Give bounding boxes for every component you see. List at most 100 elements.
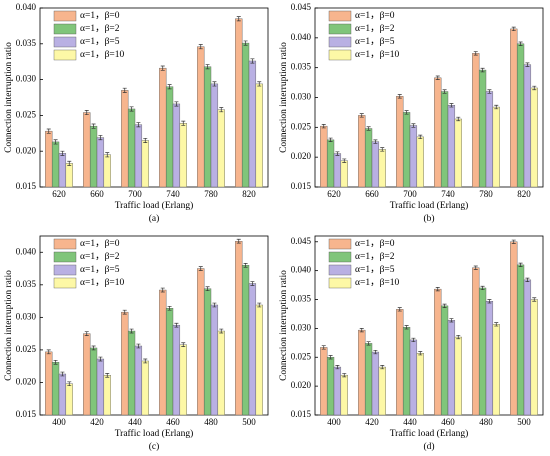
y-tick-label: 0.030 — [291, 92, 312, 102]
x-tick-label: 620 — [327, 189, 341, 199]
x-axis-label: Traffic load (Erlang) — [390, 428, 469, 439]
error-bar — [335, 364, 340, 370]
bar — [472, 53, 480, 188]
bar — [523, 64, 532, 188]
bar — [485, 301, 494, 416]
error-bar — [473, 265, 478, 270]
error-bar — [91, 345, 96, 351]
x-tick-label: 620 — [52, 189, 66, 199]
caption: (a) — [149, 213, 160, 224]
error-bar — [46, 349, 51, 355]
caption: (b) — [423, 213, 434, 224]
legend-swatch — [53, 23, 77, 35]
bar — [255, 83, 263, 188]
bar — [134, 345, 143, 416]
caption: (d) — [423, 441, 434, 452]
error-bar — [397, 94, 402, 99]
error-bar — [404, 325, 409, 330]
legend-label: α=1，β=0 — [355, 11, 395, 21]
bar — [478, 69, 487, 188]
error-bar — [532, 85, 537, 91]
error-bar — [105, 372, 110, 378]
x-tick-label: 420 — [365, 417, 379, 427]
bar — [127, 330, 136, 416]
y-axis-label: Connection interruption ratio — [4, 270, 14, 381]
bar — [320, 347, 328, 416]
subplot: 0.015 0.020 0.025 0.030 0.035 0.040 400 420 440 4… — [4, 235, 269, 452]
bar — [203, 66, 212, 188]
error-bar — [342, 158, 347, 163]
error-bar — [167, 305, 172, 311]
legend-label: α=1，β=2 — [355, 24, 395, 34]
error-bar — [456, 116, 461, 122]
bar — [65, 383, 73, 416]
error-bar — [373, 349, 378, 355]
caption: (c) — [149, 441, 160, 452]
error-bar — [219, 107, 224, 113]
bar — [364, 343, 373, 416]
error-bar — [167, 84, 172, 90]
x-tick-label: 440 — [403, 417, 417, 427]
bar — [434, 77, 442, 188]
subplot: 0.015 0.020 0.025 0.030 0.035 0.040 620 660 700 7… — [4, 2, 269, 224]
error-bar — [129, 106, 134, 112]
y-tick-label: 0.040 — [291, 32, 312, 42]
error-bar — [243, 262, 248, 268]
legend-label: α=1，β=2 — [355, 252, 395, 262]
error-bar — [473, 51, 478, 56]
legend-swatch — [53, 49, 77, 61]
error-bar — [243, 40, 248, 46]
error-bar — [321, 345, 326, 350]
bar — [134, 124, 143, 188]
y-tick-label: 0.015 — [16, 181, 37, 191]
legend-label: α=1，β=0 — [355, 239, 395, 249]
bar — [409, 339, 418, 416]
y-tick-label: 0.020 — [291, 380, 312, 390]
error-bar — [518, 41, 523, 46]
bar — [51, 362, 60, 416]
legend-swatch — [328, 264, 352, 276]
error-bar — [435, 287, 440, 292]
bar — [402, 327, 411, 416]
legend-label: α=1，β=5 — [80, 265, 120, 275]
y-tick-label: 0.040 — [16, 246, 37, 256]
y-tick-label: 0.030 — [16, 311, 37, 321]
legend-label: α=1，β=10 — [80, 50, 125, 60]
bar — [58, 373, 67, 416]
y-tick-label: 0.035 — [291, 62, 312, 72]
y-axis-label: Connection interruption ratio — [4, 42, 14, 153]
y-tick-label: 0.015 — [291, 181, 312, 191]
plot-frame — [314, 7, 544, 188]
bar — [83, 333, 91, 416]
x-tick-label: 460 — [441, 417, 455, 427]
bar — [371, 141, 380, 188]
error-bar — [98, 356, 103, 362]
y-tick-label: 0.025 — [291, 121, 312, 131]
x-tick-label: 780 — [204, 189, 218, 199]
error-bar — [511, 239, 516, 244]
bar — [454, 118, 462, 188]
legend-swatch — [328, 10, 352, 22]
legend-label: α=1，β=10 — [355, 50, 400, 60]
error-bar — [236, 16, 241, 22]
error-bar — [435, 75, 440, 80]
legend-swatch — [53, 238, 77, 250]
error-bar — [494, 104, 499, 110]
legend-swatch — [53, 251, 77, 263]
error-bar — [53, 139, 58, 145]
x-tick-label: 400 — [327, 417, 341, 427]
legend-swatch — [328, 23, 352, 35]
y-tick-label: 0.015 — [291, 409, 312, 419]
bar — [416, 136, 424, 188]
bar — [358, 329, 366, 416]
error-bar — [342, 373, 347, 378]
legend-label: α=1，β=2 — [80, 252, 120, 262]
legend-swatch — [328, 238, 352, 250]
bar — [530, 299, 538, 416]
x-tick-label: 740 — [166, 189, 180, 199]
plot-frame — [39, 7, 269, 188]
legend-swatch — [328, 277, 352, 289]
error-bar — [53, 359, 58, 365]
bar — [58, 153, 67, 188]
error-bar — [46, 128, 51, 134]
